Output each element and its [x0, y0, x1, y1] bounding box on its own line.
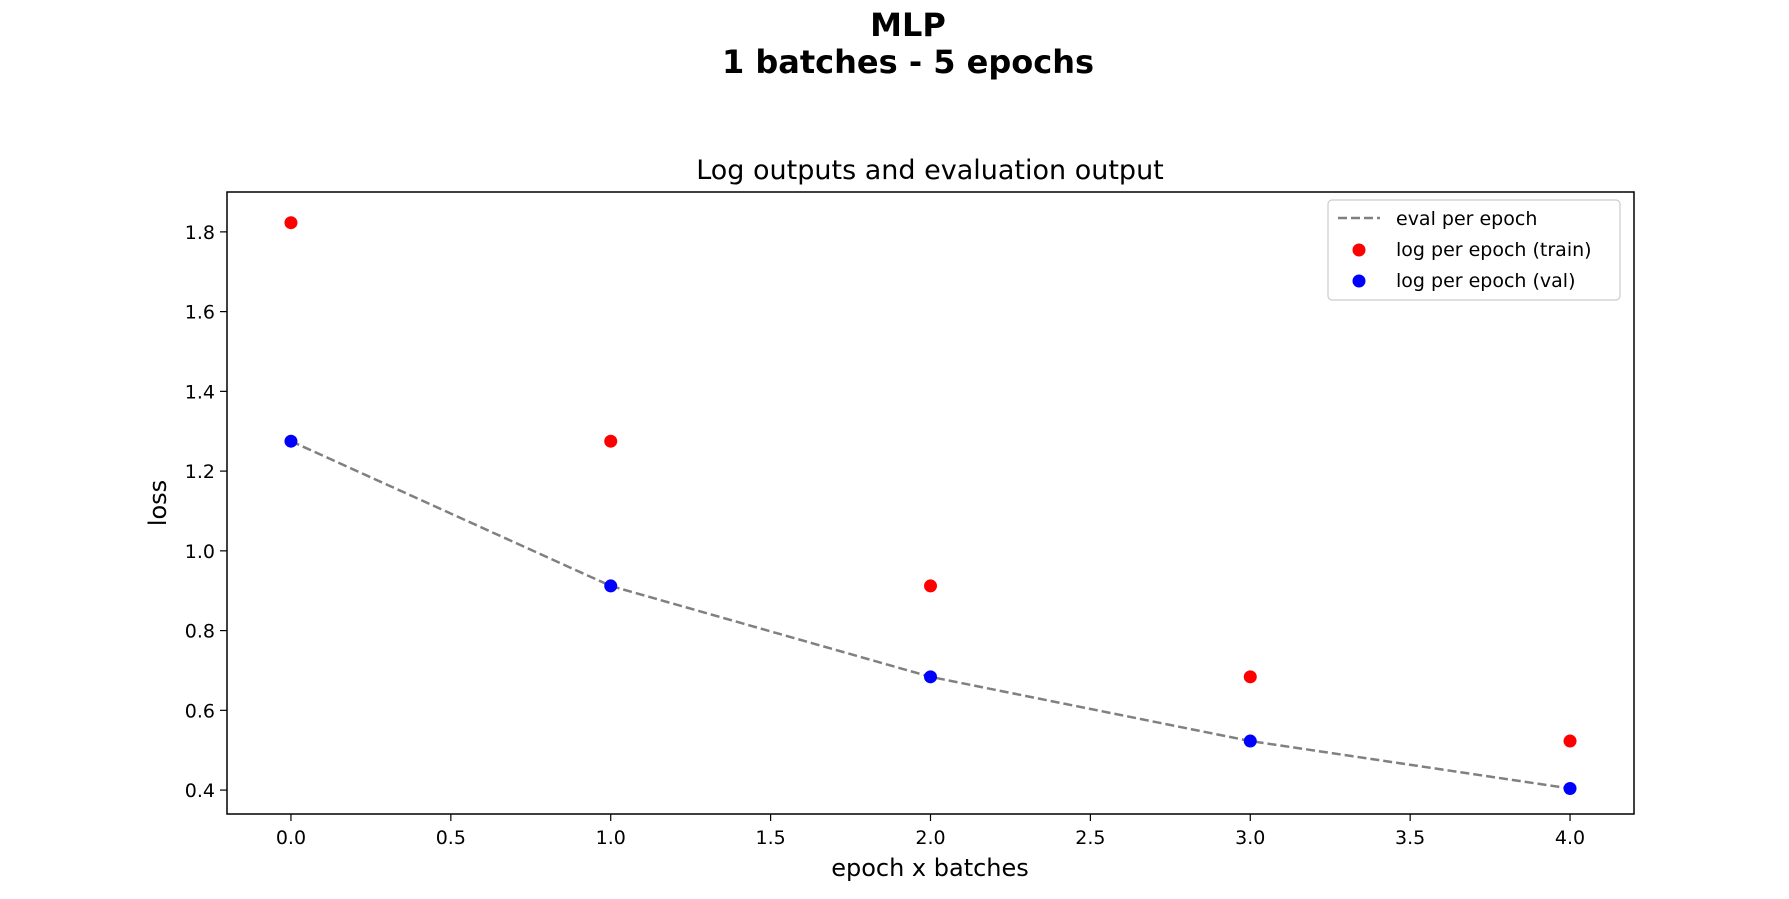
y-tick-label: 1.8: [185, 222, 215, 244]
y-tick-label: 0.4: [185, 780, 215, 802]
legend-marker-swatch: [1352, 274, 1366, 288]
legend: eval per epoch log per epoch (train) log p…: [1327, 199, 1621, 301]
legend-label: eval per epoch: [1396, 208, 1537, 230]
x-tick-label: 4.0: [1555, 827, 1585, 849]
x-tick-label: 0.0: [276, 827, 306, 849]
y-tick-label: 1.4: [185, 381, 215, 403]
y-tick-label: 1.6: [185, 302, 215, 324]
y-tick-label: 1.2: [185, 461, 215, 483]
val-point: [1563, 781, 1577, 795]
legend-label: log per epoch (train): [1396, 239, 1592, 261]
train-point: [1563, 734, 1577, 748]
train-point: [924, 579, 937, 593]
x-tick-label: 1.5: [756, 827, 786, 849]
y-tick-label: 0.8: [185, 621, 215, 643]
x-tick-label: 2.0: [915, 827, 945, 849]
y-tick-label: 1.0: [185, 541, 215, 563]
legend-marker-swatch: [1352, 243, 1366, 257]
axes-title: Log outputs and evaluation output: [696, 155, 1164, 186]
x-tick-label: 1.0: [596, 827, 626, 849]
x-axis-label: epoch x batches: [831, 854, 1029, 882]
legend-box: [1327, 199, 1621, 301]
x-tick-label: 0.5: [436, 827, 466, 849]
val-point: [924, 670, 937, 684]
x-tick-label: 3.5: [1395, 827, 1425, 849]
legend-label: log per epoch (val): [1396, 270, 1576, 292]
suptitle-line-2: 1 batches - 5 epochs: [722, 43, 1094, 81]
y-axis-ticks: 0.4 0.6 0.8 1.0 1.2 1.4 1.6 1.8: [185, 222, 227, 802]
x-tick-label: 2.5: [1075, 827, 1105, 849]
x-tick-label: 3.0: [1235, 827, 1265, 849]
y-tick-label: 0.6: [185, 700, 215, 722]
y-axis-label: loss: [144, 480, 172, 526]
x-axis-ticks: 0.0 0.5 1.0 1.5 2.0 2.5 3.0 3.5 4.0: [276, 814, 1585, 849]
train-point: [604, 434, 618, 448]
val-point: [284, 434, 298, 448]
suptitle-line-1: MLP: [870, 6, 946, 44]
plot-area: [284, 216, 1577, 795]
val-point: [604, 579, 618, 593]
train-point: [1243, 670, 1257, 684]
train-point: [284, 216, 298, 230]
val-point: [1243, 734, 1257, 748]
